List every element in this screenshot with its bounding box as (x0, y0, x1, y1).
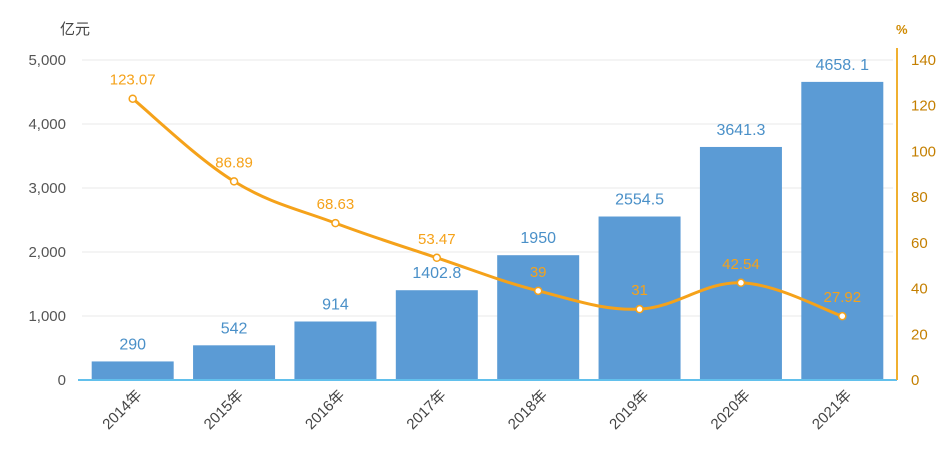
x-tick-label: 2021年 (809, 387, 855, 433)
line-point (533, 286, 543, 296)
left-tick-label: 3,000 (28, 180, 66, 197)
bar-value-label: 542 (221, 320, 248, 337)
line-point (229, 177, 239, 186)
line-value-label: 31 (631, 282, 648, 299)
bar-value-label: 1950 (520, 230, 556, 247)
left-tick-label: 2,000 (28, 244, 66, 261)
line-value-label: 39 (530, 264, 547, 281)
bar (193, 345, 276, 380)
line-point (838, 311, 847, 321)
bar-series (91, 81, 884, 381)
line-point (331, 218, 340, 228)
bar-value-label: 4658. 1 (816, 57, 869, 74)
line-series (128, 94, 847, 321)
line-value-label: 42.54 (722, 256, 760, 273)
line-value-label: 27.92 (824, 289, 862, 306)
bar (497, 255, 580, 380)
line-value-label: 68.63 (317, 196, 355, 213)
bar (598, 216, 681, 380)
left-tick-label: 5,000 (28, 52, 66, 69)
line-value-label: 53.47 (418, 231, 456, 248)
left-tick-label: 1,000 (28, 308, 66, 325)
right-tick-label: 60 (911, 235, 928, 252)
bar-value-label: 290 (119, 336, 146, 353)
x-tick-label: 2016年 (302, 387, 348, 433)
bar (395, 290, 478, 380)
x-tick-label: 2020年 (708, 387, 754, 433)
left-tick-label: 4,000 (28, 116, 66, 133)
bar-value-label: 2554.5 (615, 192, 664, 209)
data-labels: 290 542 914 1402.8 1950 2554.5 3641.3 4658. 1 12… (110, 57, 869, 354)
right-axis-unit: % (896, 22, 908, 37)
bar-value-label: 1402.8 (412, 265, 461, 282)
bar (294, 321, 377, 380)
right-tick-label: 40 (911, 281, 928, 298)
right-tick-label: 20 (911, 326, 928, 343)
right-tick-label: 120 (911, 98, 936, 115)
x-tick-label: 2017年 (403, 387, 449, 433)
bar-value-label: 3641.3 (716, 122, 765, 139)
left-tick-label: 0 (58, 372, 66, 389)
right-tick-label: 100 (911, 143, 936, 160)
x-tick-label: 2014年 (99, 387, 145, 433)
left-axis-unit: 亿元 (60, 21, 90, 38)
x-tick-label: 2015年 (201, 387, 247, 433)
bar-value-label: 914 (322, 297, 349, 314)
line-point (635, 304, 644, 314)
bar (801, 81, 884, 381)
bar (699, 146, 782, 380)
right-tick-label: 80 (911, 189, 928, 206)
line-point (128, 94, 137, 103)
right-tick-label: 0 (911, 372, 919, 389)
bar (91, 361, 174, 380)
right-tick-label: 140 (911, 52, 936, 69)
line-point (432, 253, 442, 263)
line-value-label: 86.89 (215, 154, 253, 171)
x-tick-label: 2019年 (606, 387, 652, 433)
x-tick-label: 2018年 (505, 387, 551, 433)
line-value-label: 123.07 (110, 72, 156, 89)
line-point (736, 278, 746, 288)
